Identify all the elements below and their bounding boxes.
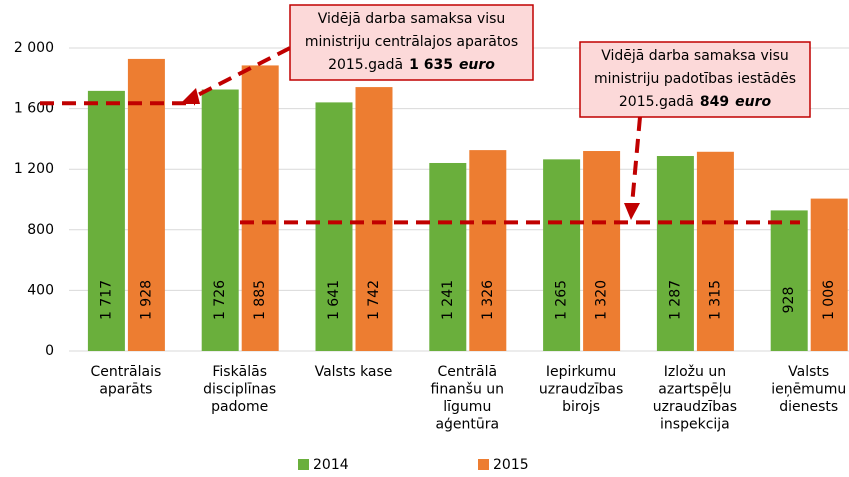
data-label: 1 006: [821, 280, 837, 320]
y-tick-label: 0: [45, 343, 54, 359]
legend-swatch: [298, 459, 309, 470]
annotation-value: 849: [700, 94, 729, 110]
bar: [127, 58, 165, 352]
bar: [429, 162, 467, 351]
x-tick-label: padome: [211, 399, 268, 415]
bar: [87, 90, 125, 351]
annotation-text: 2015.gadā 1 635 euro: [328, 57, 495, 73]
annotation-unit: euro: [459, 57, 495, 73]
arrow-head: [624, 203, 640, 220]
bar: [583, 151, 621, 351]
x-tick-label: inspekcija: [660, 417, 730, 433]
arrow-head: [180, 88, 200, 104]
annotation-value: 1 635: [409, 57, 453, 73]
bar: [469, 150, 507, 351]
annotation-text: 2015.gadā: [328, 57, 403, 73]
x-tick-label: Centrālā: [438, 364, 498, 380]
bar: [770, 210, 808, 351]
y-tick-label: 400: [27, 282, 54, 298]
annotation-text: ministriju centrālajos aparātos: [305, 34, 518, 50]
x-tick-label: dienests: [779, 399, 838, 415]
legend-swatch: [478, 459, 489, 470]
data-label: 1 641: [326, 280, 342, 320]
data-label: 1 742: [366, 280, 382, 320]
bar: [543, 159, 581, 351]
bar: [201, 89, 239, 352]
x-tick-label: aparāts: [99, 382, 152, 398]
x-tick-label: Iepirkumu: [546, 364, 616, 380]
annotation-text: Vidējā darba samaksa visu: [318, 11, 506, 27]
x-tick-label: finanšu un: [431, 382, 505, 398]
y-tick-label: 800: [27, 222, 54, 238]
data-label: 1 265: [554, 280, 570, 320]
annotation-arrow: [191, 46, 291, 100]
x-tick-label: ieņēmumu: [771, 382, 846, 398]
data-label: 1 320: [594, 280, 610, 320]
bar: [241, 65, 279, 352]
legend-label: 2015: [493, 457, 529, 473]
x-tick-label: Centrālais: [91, 364, 162, 380]
annotation-text: Vidējā darba samaksa visu: [601, 48, 789, 64]
bar: [355, 87, 393, 351]
annotation-box: [579, 41, 811, 118]
annotation-arrow: [630, 116, 642, 206]
annotation-text: ministriju padotības iestādēs: [594, 71, 796, 87]
bar: [656, 156, 694, 351]
data-label: 1 726: [212, 280, 228, 320]
annotation-box: [289, 4, 534, 81]
bar: [696, 151, 734, 351]
data-label: 1 717: [98, 280, 114, 320]
x-tick-label: uzraudzības: [539, 382, 623, 398]
data-label: 1 928: [138, 280, 154, 320]
data-label: 1 885: [252, 280, 268, 320]
data-label: 928: [781, 287, 797, 314]
x-tick-label: Valsts: [788, 364, 829, 380]
data-label: 1 287: [667, 280, 683, 320]
legend-label: 2014: [313, 457, 349, 473]
x-tick-label: Valsts kase: [315, 364, 393, 380]
annotation-text: 2015.gadā: [619, 94, 694, 110]
bar: [810, 198, 848, 351]
data-label: 1 326: [480, 280, 496, 320]
y-tick-label: 2 000: [14, 40, 54, 56]
x-tick-label: Izložu un: [664, 364, 726, 380]
annotation-unit: euro: [735, 94, 771, 110]
annotation-text: 2015.gadā 849 euro: [619, 94, 772, 110]
y-tick-label: 1 200: [14, 161, 54, 177]
x-tick-label: azartspēļu: [658, 382, 731, 398]
x-tick-label: uzraudzības: [653, 399, 737, 415]
x-tick-label: līgumu: [443, 399, 491, 415]
data-label: 1 241: [440, 280, 456, 320]
x-tick-label: disciplīnas: [203, 382, 276, 398]
x-tick-label: Fiskālās: [212, 364, 267, 380]
x-tick-label: birojs: [562, 399, 600, 415]
data-label: 1 315: [707, 280, 723, 320]
bar: [315, 102, 353, 352]
x-tick-label: aģentūra: [435, 417, 499, 433]
